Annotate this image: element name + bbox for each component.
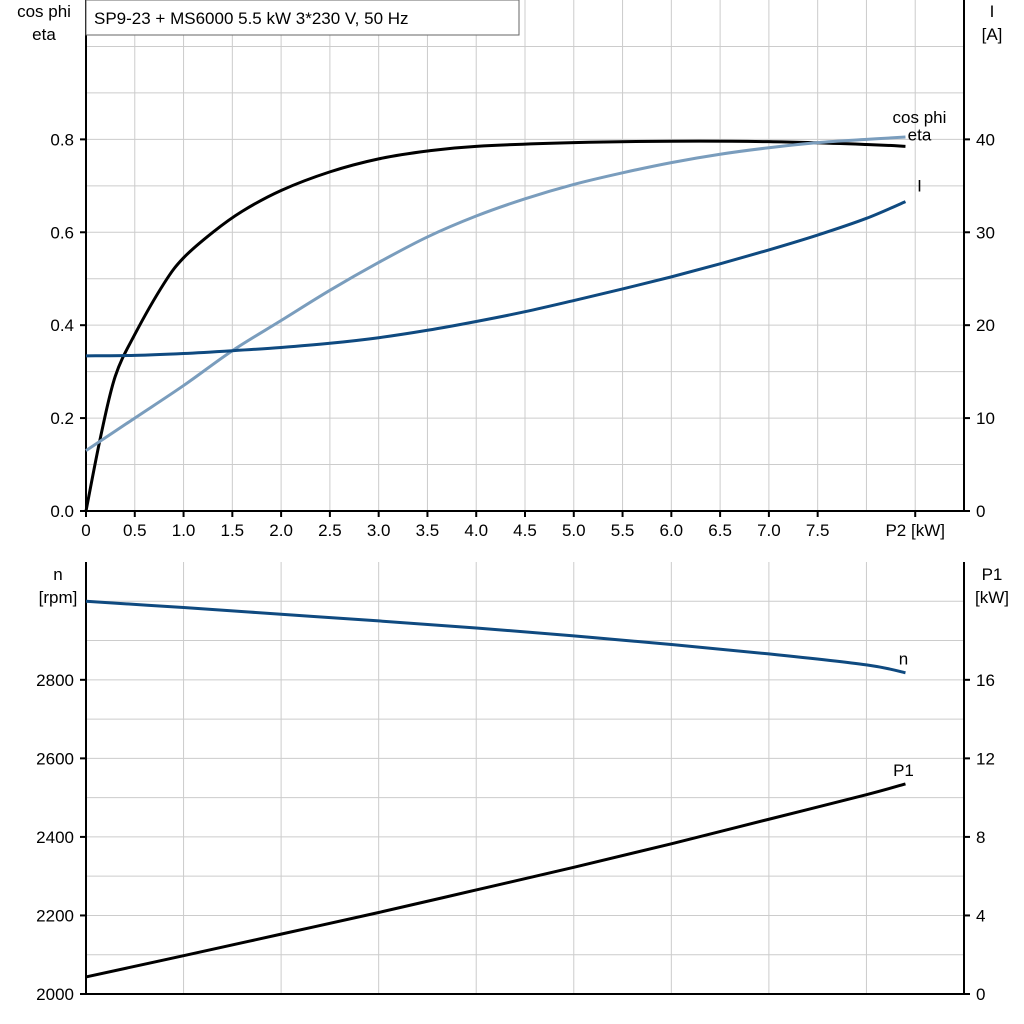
series-cos-phi-line — [85, 135, 906, 452]
x-tick-label: 5.5 — [611, 521, 635, 540]
y-tick-label-left: 2200 — [36, 906, 74, 925]
series-eta-line — [84, 139, 906, 512]
x-tick-label: 1.0 — [172, 521, 196, 540]
series-P1-line — [85, 782, 906, 979]
x-tick-label: 4.5 — [513, 521, 537, 540]
y-tick-label-right: 4 — [976, 906, 985, 925]
y-tick-label-right: 0 — [976, 985, 985, 1004]
y-tick-label-right: 20 — [976, 316, 995, 335]
y-axis-label-right: P1 — [982, 565, 1003, 584]
y-tick-label-left: 0.2 — [50, 409, 74, 428]
y-tick-label-right: 12 — [976, 749, 995, 768]
y-axis-label-right: I — [990, 2, 995, 21]
x-tick-label: 5.0 — [562, 521, 586, 540]
x-tick-label: 3.5 — [416, 521, 440, 540]
y-axis-label-left: n — [53, 565, 62, 584]
chart-title: SP9-23 + MS6000 5.5 kW 3*230 V, 50 Hz — [94, 9, 409, 28]
x-tick-label: 6.5 — [708, 521, 732, 540]
y-tick-label-left: 0.8 — [50, 130, 74, 149]
y-tick-label-left: 0.0 — [50, 502, 74, 521]
y-tick-label-left: 2800 — [36, 671, 74, 690]
x-tick-label: 0.5 — [123, 521, 147, 540]
y-tick-label-right: 0 — [976, 502, 985, 521]
y-tick-label-right: 30 — [976, 223, 995, 242]
y-tick-label-right: 8 — [976, 828, 985, 847]
x-tick-label: 7.0 — [757, 521, 781, 540]
x-tick-label: 6.0 — [660, 521, 684, 540]
panel-0: 0.0 0.2 0.4 0.6 0.8 0 10 20 30 40 0 0.5 1.0 1.5 2.0 2.5… — [17, 0, 1002, 540]
y-axis-label-left: cos phi — [17, 2, 71, 21]
y-tick-label-left: 2400 — [36, 828, 74, 847]
x-tick-label: 2.0 — [269, 521, 293, 540]
y-axis-label-left: [rpm] — [39, 588, 78, 607]
series-label-P1: P1 — [893, 761, 914, 780]
series-label-eta: eta — [908, 125, 932, 144]
x-tick-label: 3.0 — [367, 521, 391, 540]
y-tick-label-right: 16 — [976, 671, 995, 690]
y-tick-label-left: 2600 — [36, 749, 74, 768]
y-tick-label-left: 0.4 — [50, 316, 74, 335]
x-tick-label: 1.5 — [221, 521, 245, 540]
y-axis-label-left: eta — [32, 25, 56, 44]
title-box — [85, 0, 520, 36]
y-tick-label-right: 10 — [976, 409, 995, 428]
y-tick-label-left: 0.6 — [50, 223, 74, 242]
x-tick-label: 0 — [81, 521, 90, 540]
y-axis-label-right: [kW] — [975, 588, 1009, 607]
series-label-I: I — [917, 177, 922, 196]
series-n-line — [85, 599, 906, 675]
y-tick-label-left: 2000 — [36, 985, 74, 1004]
x-tick-label: 7.5 — [806, 521, 830, 540]
x-tick-label: 4.0 — [464, 521, 488, 540]
x-tick-label: 2.5 — [318, 521, 342, 540]
series-I-line — [85, 200, 907, 358]
series-label-cos-phi: cos phi — [893, 108, 947, 127]
series-label-n: n — [899, 650, 908, 669]
panel-1: 2000 2200 2400 2600 2800 0 4 8 12 16 n [rpm] P1 [kW] n… — [36, 562, 1009, 1004]
y-axis-label-right: [A] — [982, 25, 1003, 44]
x-axis-label: P2 [kW] — [885, 521, 945, 540]
y-tick-label-right: 40 — [976, 130, 995, 149]
